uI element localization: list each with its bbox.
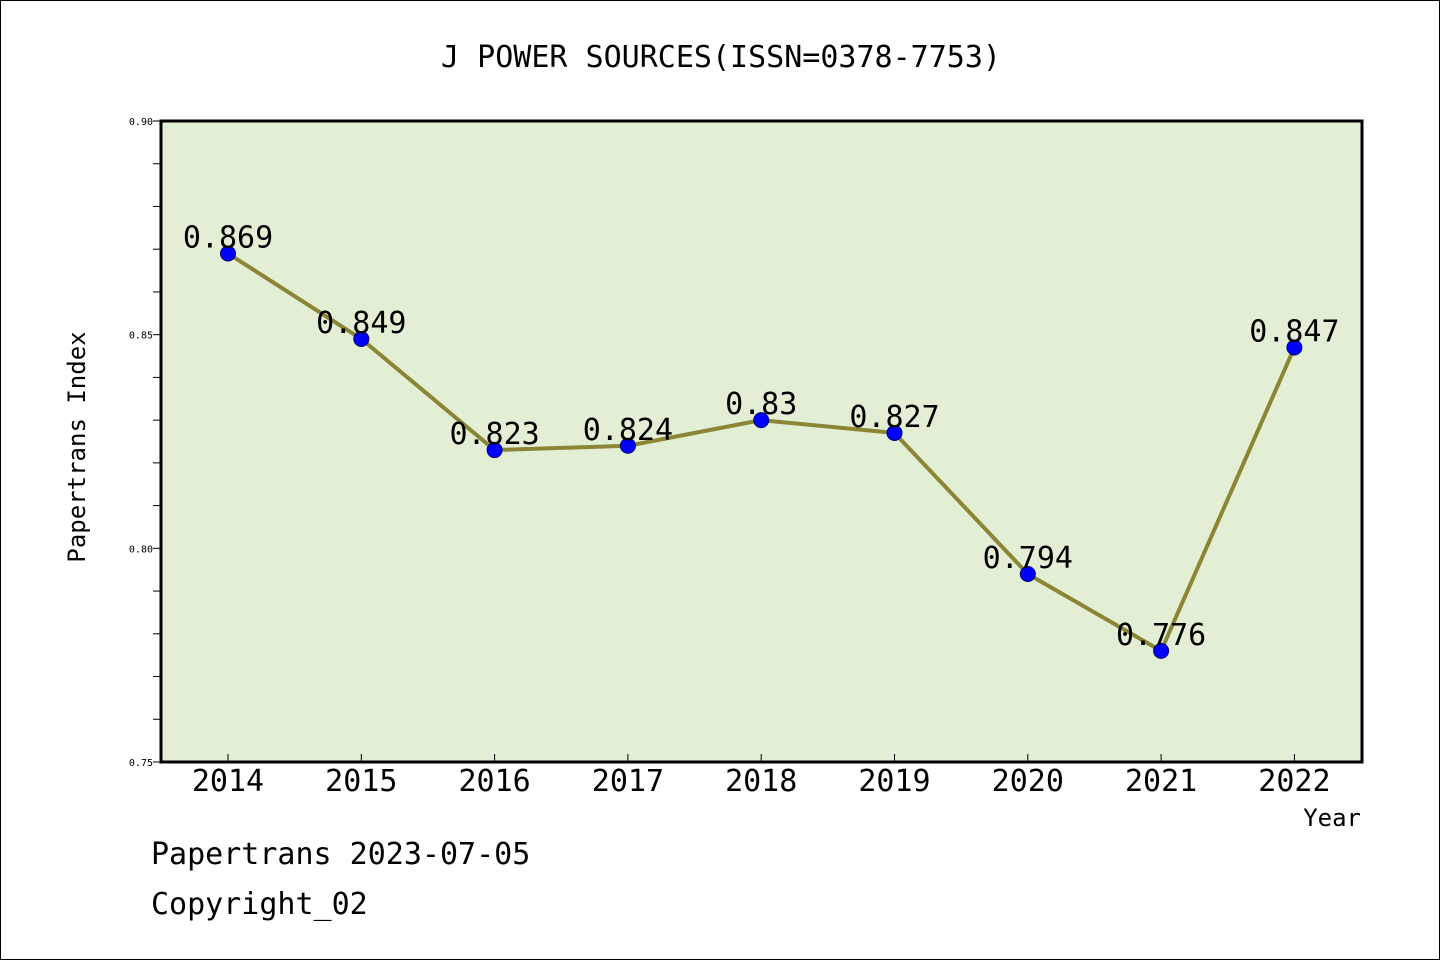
x-tick-label: 2019 bbox=[858, 764, 930, 799]
data-point bbox=[1153, 642, 1170, 659]
data-label: 0.827 bbox=[849, 400, 939, 435]
data-points bbox=[220, 245, 1303, 659]
x-tick-label: 2018 bbox=[725, 764, 797, 799]
data-label: 0.824 bbox=[583, 413, 673, 448]
x-tick-label: 2014 bbox=[192, 764, 264, 799]
data-label: 0.847 bbox=[1249, 314, 1339, 349]
plot-area bbox=[159, 119, 1364, 764]
y-minor-ticks bbox=[153, 120, 161, 763]
footer-copyright: Copyright_02 bbox=[151, 887, 368, 922]
chart-title: J POWER SOURCES(ISSN=0378-7753) bbox=[441, 40, 1001, 75]
footer-source: Papertrans 2023-07-05 bbox=[151, 837, 531, 872]
x-tick-label: 2016 bbox=[458, 764, 530, 799]
x-tick-label: 2017 bbox=[592, 764, 664, 799]
x-tick-label: 2022 bbox=[1258, 764, 1330, 799]
data-label: 0.823 bbox=[449, 417, 539, 452]
data-point bbox=[220, 245, 236, 262]
data-point bbox=[353, 330, 370, 347]
y-tick-label: 0.85 bbox=[129, 331, 153, 342]
y-tick-label: 0.90 bbox=[129, 117, 153, 128]
data-point bbox=[886, 424, 903, 441]
data-label: 0.794 bbox=[983, 541, 1073, 576]
x-tick-label: 2021 bbox=[1125, 764, 1197, 799]
data-point bbox=[1019, 565, 1036, 582]
x-tick-label: 2020 bbox=[992, 764, 1064, 799]
data-label: 0.776 bbox=[1116, 618, 1206, 653]
data-point bbox=[619, 437, 636, 454]
y-axis-label: Papertrans Index bbox=[63, 331, 91, 562]
data-point bbox=[1286, 339, 1303, 356]
data-point bbox=[753, 412, 770, 429]
data-point bbox=[486, 442, 503, 459]
x-tick-label: 2015 bbox=[325, 764, 397, 799]
data-label: 0.83 bbox=[725, 387, 797, 422]
y-tick-label: 0.80 bbox=[129, 544, 153, 555]
data-label: 0.869 bbox=[183, 220, 273, 255]
y-axis-ticks: 0.75 0.80 0.85 0.90 bbox=[129, 117, 153, 769]
data-labels: 0.869 0.849 0.823 0.824 0.83 0.827 0.794 0.776 0… bbox=[183, 220, 1340, 652]
x-axis-ticks: 2014 2015 2016 2017 2018 2019 2020 2021 2022 bbox=[192, 754, 1331, 799]
data-label: 0.849 bbox=[316, 306, 406, 341]
x-axis-label: Year bbox=[1303, 804, 1361, 832]
y-tick-label: 0.75 bbox=[129, 758, 153, 769]
